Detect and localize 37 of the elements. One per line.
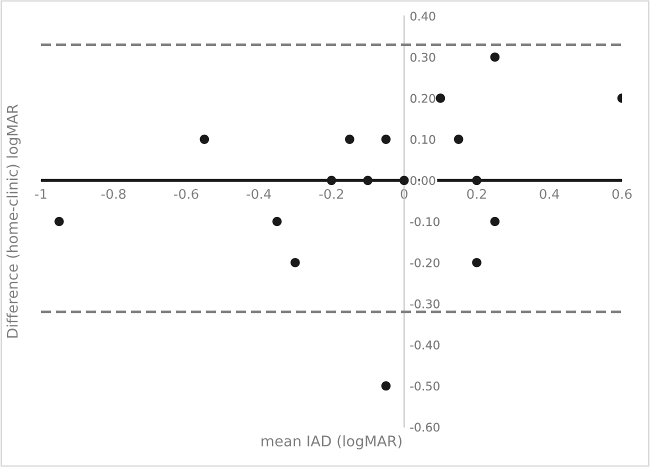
x-tick-label: 0.4 xyxy=(540,188,560,199)
point xyxy=(345,134,354,144)
point xyxy=(472,258,482,268)
y-tick-label: -0.20 xyxy=(410,258,440,268)
point xyxy=(290,258,300,268)
x-tick-label: -1 xyxy=(35,189,46,199)
point xyxy=(54,216,64,226)
x-tick-label: 0 xyxy=(400,188,408,199)
point xyxy=(272,216,282,226)
y-tick-label: 0.10 xyxy=(410,135,436,144)
x-tick-label: 0.2 xyxy=(467,188,486,199)
point xyxy=(399,176,409,186)
x-tick-label: 0.6 xyxy=(612,188,632,199)
point xyxy=(326,176,336,186)
x-axis-title: mean IAD (logMAR) xyxy=(262,435,402,450)
y-tick-label: 0.20 xyxy=(410,94,436,103)
x-tick-label: -0.8 xyxy=(101,188,126,199)
x-tick-label: -0.4 xyxy=(246,188,272,199)
point xyxy=(454,134,464,144)
y-axis-title: Difference (home-clinic) logMAR xyxy=(6,104,21,338)
point xyxy=(381,381,391,391)
y-tick-label: -0.40 xyxy=(410,340,440,350)
x-tick-label: -0.6 xyxy=(174,188,198,199)
point xyxy=(381,134,391,144)
y-tick-label: 0.40 xyxy=(410,12,436,21)
point xyxy=(472,176,482,186)
x-tick-label: -0.2 xyxy=(319,188,344,199)
y-tick-label: 0.30 xyxy=(410,52,436,62)
y-tick-label: -0.50 xyxy=(410,382,440,391)
point xyxy=(200,134,210,144)
point xyxy=(490,216,500,226)
y-tick-label: -0.30 xyxy=(410,299,440,308)
point xyxy=(490,52,500,62)
y-tick-label: -0.10 xyxy=(410,217,440,226)
point xyxy=(436,94,446,103)
y-tick-label: -0.60 xyxy=(410,422,440,432)
point xyxy=(363,176,372,186)
